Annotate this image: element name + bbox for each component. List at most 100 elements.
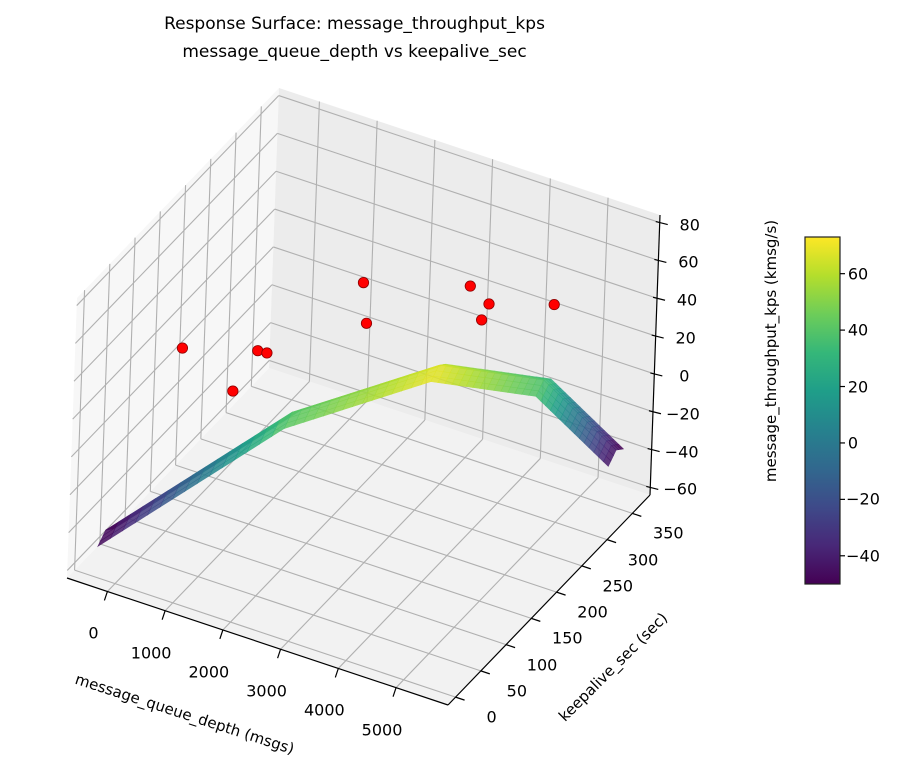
x-tick-mark bbox=[334, 668, 339, 678]
data-point bbox=[357, 277, 370, 289]
data-point bbox=[476, 314, 488, 326]
y-gridline bbox=[124, 517, 507, 646]
y-gridline bbox=[99, 263, 111, 544]
x-gridline bbox=[107, 381, 310, 592]
y-gridline bbox=[175, 464, 557, 593]
colorbar-tick-label: 20 bbox=[847, 377, 869, 397]
x-gridline bbox=[164, 400, 368, 612]
x-tick-label: 0 bbox=[88, 623, 99, 643]
z-gridline bbox=[278, 95, 660, 224]
z-gridline bbox=[74, 133, 278, 344]
z-axis-line bbox=[649, 214, 661, 496]
x-tick-mark bbox=[219, 629, 224, 640]
z-axis-label: message_throughput_kps (kmsg/s) bbox=[762, 219, 781, 483]
x-tick-mark bbox=[392, 687, 397, 697]
data-point bbox=[252, 345, 264, 357]
data-point bbox=[360, 317, 373, 329]
data-point bbox=[261, 347, 273, 359]
y-gridline bbox=[124, 237, 136, 518]
y-gridline bbox=[149, 211, 161, 492]
z-tick-mark bbox=[647, 448, 660, 453]
z-gridline bbox=[277, 132, 659, 261]
surface-patch bbox=[97, 532, 114, 548]
colorbar-tick-label: 40 bbox=[847, 320, 869, 340]
x-tick-mark bbox=[161, 610, 166, 620]
y-tick-mark bbox=[505, 644, 516, 649]
y-tick-mark bbox=[531, 617, 541, 622]
z-tick-label: 80 bbox=[679, 215, 700, 235]
colorbar-tick-label: 60 bbox=[847, 264, 869, 284]
y-tick-mark bbox=[606, 539, 617, 544]
colorbar-tick-label: −40 bbox=[846, 546, 880, 566]
data-point bbox=[548, 298, 560, 311]
y-tick-label: 350 bbox=[653, 523, 684, 543]
z-gridline bbox=[76, 95, 280, 306]
y-tick-mark bbox=[581, 565, 592, 570]
data-point bbox=[464, 280, 476, 292]
x-gridline bbox=[308, 101, 320, 382]
y-tick-label: 250 bbox=[602, 576, 634, 596]
chart-subtitle: message_queue_depth vs keepalive_sec bbox=[182, 42, 527, 62]
x-gridline bbox=[337, 458, 541, 669]
z-gridline bbox=[69, 284, 273, 496]
x-tick-label: 5000 bbox=[361, 720, 403, 740]
colorbar bbox=[804, 236, 841, 585]
y-tick-label: 100 bbox=[526, 655, 558, 675]
x-gridline bbox=[539, 178, 551, 459]
z-gridline bbox=[269, 359, 651, 488]
y-gridline bbox=[175, 185, 187, 466]
z-tick-mark bbox=[655, 220, 668, 226]
x-tick-label: 4000 bbox=[303, 700, 345, 720]
z-tick-mark bbox=[651, 334, 664, 339]
z-tick-mark bbox=[650, 372, 663, 377]
y-gridline bbox=[250, 106, 262, 387]
chart-title: Response Surface: message_throughput_kps bbox=[164, 14, 545, 34]
x-tick-label: 3000 bbox=[246, 681, 287, 701]
y-tick-label: 200 bbox=[577, 602, 608, 622]
colorbar-tick-label: 0 bbox=[847, 433, 859, 453]
x-tick-mark bbox=[103, 591, 108, 601]
z-gridline bbox=[73, 170, 277, 382]
z-tick-label: −20 bbox=[666, 404, 700, 424]
x-gridline bbox=[280, 438, 483, 650]
y-tick-label: 0 bbox=[486, 707, 497, 727]
z-tick-label: 60 bbox=[678, 252, 699, 272]
y-gridline bbox=[74, 290, 86, 571]
colorbar-tick-label: −20 bbox=[846, 489, 880, 509]
x-gridline bbox=[222, 419, 426, 631]
z-tick-label: 20 bbox=[675, 328, 696, 348]
y-gridline bbox=[74, 569, 456, 698]
y-gridline bbox=[150, 490, 532, 619]
z-tick-label: −60 bbox=[663, 479, 698, 499]
y-gridline bbox=[200, 438, 582, 567]
z-tick-mark bbox=[654, 258, 667, 263]
data-point bbox=[176, 342, 189, 354]
data-point bbox=[227, 385, 239, 397]
y-gridline bbox=[200, 158, 212, 439]
y-tick-mark bbox=[632, 512, 642, 517]
z-gridline bbox=[274, 208, 656, 337]
x-gridline bbox=[395, 477, 599, 689]
z-gridline bbox=[273, 246, 655, 375]
y-axis-line bbox=[447, 494, 651, 706]
z-tick-label: −40 bbox=[664, 442, 699, 462]
z-tick-mark bbox=[652, 296, 666, 301]
z-tick-mark bbox=[648, 410, 662, 415]
z-gridline bbox=[271, 284, 654, 413]
floor-pane bbox=[67, 368, 650, 705]
y-gridline bbox=[225, 412, 608, 541]
x-tick-mark bbox=[277, 649, 282, 659]
z-tick-label: 40 bbox=[676, 290, 698, 310]
y-gridline bbox=[99, 543, 481, 672]
x-tick-label: 1000 bbox=[130, 643, 172, 663]
x-gridline bbox=[366, 120, 378, 401]
y-gridline bbox=[225, 132, 237, 413]
x-tick-label: 2000 bbox=[188, 662, 230, 682]
left-pane bbox=[67, 88, 279, 578]
y-tick-label: 50 bbox=[506, 681, 527, 701]
y-tick-label: 300 bbox=[627, 550, 659, 570]
y-tick-mark bbox=[480, 670, 491, 675]
x-axis-line bbox=[66, 577, 449, 706]
